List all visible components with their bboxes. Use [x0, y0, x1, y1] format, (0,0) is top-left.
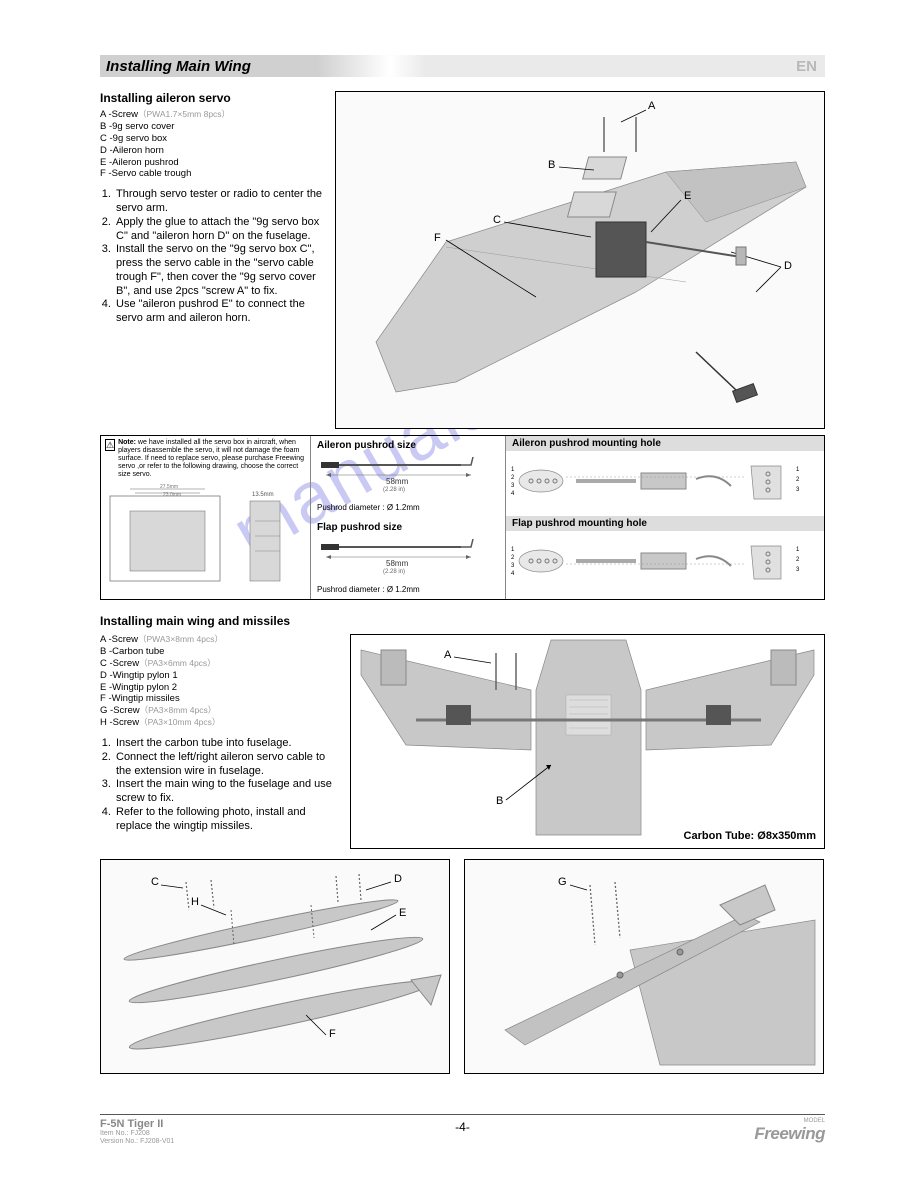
part-item: A -Screw（PWA1.7×5mm 8pcs） [100, 109, 329, 121]
part-item: C -9g servo box [100, 133, 329, 145]
step-item: Insert the carbon tube into fuselage. [114, 737, 342, 751]
svg-text:3: 3 [796, 487, 800, 493]
label-D: D [784, 260, 792, 272]
pushrod-note-column: ⚠ Note: we have installed all the servo … [101, 436, 311, 599]
step-item: Refer to the following photo, install an… [114, 806, 342, 834]
step-item: Install the servo on the "9g servo box C… [114, 243, 329, 298]
label-H: H [191, 896, 199, 908]
part-item: G -Screw（PA3×8mm 4pcs） [100, 705, 342, 717]
flap-mount-title: Flap pushrod mounting hole [506, 516, 824, 531]
svg-text:(2.28 in): (2.28 in) [383, 487, 405, 493]
section2-text-column: A -Screw（PWA3×8mm 4pcs） B -Carbon tube C… [100, 634, 342, 849]
svg-text:1: 1 [796, 547, 800, 553]
section2-heading: Installing main wing and missiles [100, 614, 825, 628]
svg-text:4: 4 [511, 491, 515, 497]
label-G: G [558, 876, 567, 888]
section1-steps: Through servo tester or radio to center … [100, 188, 329, 326]
flap-pushrod-title: Flap pushrod size [311, 518, 505, 535]
svg-text:2: 2 [511, 475, 515, 481]
section1-text-column: Installing aileron servo A -Screw（PWA1.7… [100, 91, 329, 429]
pushrod-size-column: Aileron pushrod size 58mm (2.28 in) Push… [311, 436, 506, 599]
svg-text:23.0mm: 23.0mm [163, 492, 181, 498]
label-F: F [329, 1028, 336, 1040]
svg-text:1: 1 [796, 467, 800, 473]
note-label: Note: [118, 439, 136, 446]
step-item: Use "aileron pushrod E" to connect the s… [114, 298, 329, 326]
pushrod-mount-column: Aileron pushrod mounting hole 1 2 3 4 1 2 3 F… [506, 436, 824, 599]
brand-logo: Freewing [754, 1124, 825, 1143]
label-E: E [399, 907, 406, 919]
part-item: D -Aileron horn [100, 145, 329, 157]
section-missile-diagrams: C D E H F G [100, 859, 825, 1074]
svg-text:3: 3 [511, 483, 515, 489]
part-item: E -Wingtip pylon 2 [100, 682, 342, 694]
note-text: we have installed all the servo box in a… [118, 439, 304, 478]
part-item: C -Screw（PA3×6mm 4pcs） [100, 658, 342, 670]
label-C: C [493, 214, 501, 226]
svg-text:58mm: 58mm [386, 477, 409, 486]
part-item: E -Aileron pushrod [100, 157, 329, 169]
label-B: B [548, 159, 555, 171]
label-A: A [444, 649, 451, 661]
svg-text:1: 1 [511, 547, 515, 553]
svg-text:2: 2 [511, 555, 515, 561]
section2-steps: Insert the carbon tube into fuselage. Co… [100, 737, 342, 833]
section2-parts-list: A -Screw（PWA3×8mm 4pcs） B -Carbon tube C… [100, 634, 342, 729]
footer-divider [100, 1114, 825, 1115]
carbon-tube-spec: Carbon Tube: Ø8x350mm [684, 830, 816, 842]
step-item: Apply the glue to attach the "9g servo b… [114, 216, 329, 244]
svg-text:3: 3 [511, 563, 515, 569]
section1-parts-list: A -Screw（PWA1.7×5mm 8pcs） B -9g servo co… [100, 109, 329, 180]
label-A: A [648, 100, 655, 112]
part-item: H -Screw（PA3×10mm 4pcs） [100, 717, 342, 729]
footer-right: MODEL Freewing [754, 1118, 825, 1144]
page-title: Installing Main Wing [106, 58, 251, 75]
part-item: A -Screw（PWA3×8mm 4pcs） [100, 634, 342, 646]
pushrod-info-box: ⚠ Note: we have installed all the servo … [100, 435, 825, 600]
label-F: F [434, 232, 441, 244]
part-item: B -9g servo cover [100, 121, 329, 133]
diagram-main-wing: A B Carbon Tube: Ø8x350mm [350, 634, 825, 849]
language-indicator: EN [796, 58, 817, 75]
label-B: B [496, 795, 503, 807]
diagram-wingtip-missile: G [464, 859, 824, 1074]
step-item: Through servo tester or radio to center … [114, 188, 329, 216]
model-name: F-5N Tiger II [100, 1118, 174, 1130]
svg-text:27.5mm: 27.5mm [160, 484, 178, 490]
page-number: -4- [455, 1120, 470, 1134]
svg-text:2: 2 [796, 477, 800, 483]
page-content: Installing Main Wing EN Installing ailer… [100, 55, 825, 1074]
part-item: B -Carbon tube [100, 646, 342, 658]
aileron-pushrod-title: Aileron pushrod size [311, 436, 505, 453]
footer-left: F-5N Tiger II Item No.: FJ208 Version No… [100, 1118, 174, 1145]
svg-text:4: 4 [511, 571, 515, 577]
svg-text:3: 3 [796, 567, 800, 573]
page-footer: F-5N Tiger II Item No.: FJ208 Version No… [100, 1118, 825, 1145]
flap-diameter: Pushrod diameter : Ø 1.2mm [311, 585, 505, 594]
part-item: D -Wingtip pylon 1 [100, 670, 342, 682]
title-bar: Installing Main Wing EN [100, 55, 825, 77]
diagram-aileron-servo: A B C D E F [335, 91, 825, 429]
part-item: F -Wingtip missiles [100, 693, 342, 705]
section-aileron-servo: Installing aileron servo A -Screw（PWA1.7… [100, 91, 825, 429]
diagram-pylon-assembly: C D E H F [100, 859, 450, 1074]
item-number: Item No.: FJ208 [100, 1130, 174, 1138]
label-C: C [151, 876, 159, 888]
step-item: Insert the main wing to the fuselage and… [114, 778, 342, 806]
svg-text:2: 2 [796, 557, 800, 563]
part-item: F -Servo cable trough [100, 168, 329, 180]
warning-icon: ⚠ [105, 439, 115, 451]
label-D: D [394, 873, 402, 885]
svg-text:13.5mm: 13.5mm [252, 492, 274, 498]
label-E: E [684, 190, 691, 202]
aileron-mount-title: Aileron pushrod mounting hole [506, 436, 824, 451]
step-item: Connect the left/right aileron servo cab… [114, 751, 342, 779]
svg-text:(2.28 in): (2.28 in) [383, 569, 405, 575]
aileron-diameter: Pushrod diameter : Ø 1.2mm [311, 503, 505, 512]
svg-text:1: 1 [511, 467, 515, 473]
section1-heading: Installing aileron servo [100, 91, 329, 105]
section-main-wing-missiles: Installing main wing and missiles A -Scr… [100, 614, 825, 849]
version-number: Version No.: FJ208-V01 [100, 1138, 174, 1146]
svg-text:58mm: 58mm [386, 559, 409, 568]
